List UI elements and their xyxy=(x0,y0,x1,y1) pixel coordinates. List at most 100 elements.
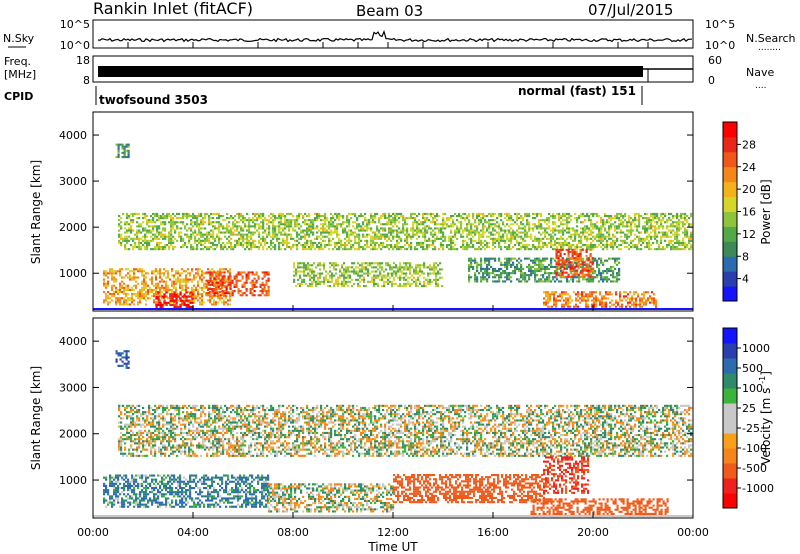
heatmap-cell xyxy=(333,264,336,267)
heatmap-cell xyxy=(684,229,687,232)
heatmap-cell xyxy=(634,217,637,220)
heatmap-cell xyxy=(682,241,685,244)
heatmap-cell xyxy=(181,272,184,275)
heatmap-cell xyxy=(315,282,318,285)
heatmap-cell xyxy=(320,215,323,218)
heatmap-cell xyxy=(502,239,505,242)
heatmap-cell xyxy=(440,241,443,244)
heatmap-cell xyxy=(438,227,441,230)
heatmap-cell xyxy=(558,274,561,277)
heatmap-cell xyxy=(614,239,617,242)
heatmap-cell xyxy=(288,212,291,215)
heatmap-cell xyxy=(506,259,509,262)
heatmap-cell xyxy=(158,241,161,244)
heatmap-cell xyxy=(179,278,182,281)
heatmap-cell xyxy=(170,219,173,222)
heatmap-cell xyxy=(478,241,481,244)
heatmap-cell xyxy=(570,219,573,222)
heatmap-cell xyxy=(572,244,575,247)
heatmap-cell xyxy=(188,215,191,218)
heatmap-cell xyxy=(638,223,641,226)
heatmap-cell xyxy=(680,244,683,247)
heatmap-cell xyxy=(587,269,590,272)
heatmap-cell xyxy=(351,266,354,269)
heatmap-cell xyxy=(280,248,283,251)
heatmap-cell xyxy=(435,266,438,269)
heatmap-cell xyxy=(261,271,264,274)
heatmap-cell xyxy=(440,244,443,247)
heatmap-cell xyxy=(510,223,513,226)
heatmap-cell xyxy=(252,244,255,247)
heatmap-cell xyxy=(404,239,407,242)
heatmap-cell xyxy=(494,270,497,273)
heatmap-cell xyxy=(220,244,223,247)
heatmap-cell xyxy=(240,229,243,232)
heatmap-cell xyxy=(406,239,409,242)
heatmap-cell xyxy=(209,271,212,274)
heatmap-cell xyxy=(154,237,157,240)
heatmap-cell xyxy=(522,227,525,230)
heatmap-cell xyxy=(536,263,539,266)
heatmap-cell xyxy=(131,276,134,279)
heatmap-cell xyxy=(520,270,523,273)
heatmap-cell xyxy=(372,217,375,220)
heatmap-cell xyxy=(391,268,394,271)
heatmap-cell xyxy=(560,272,563,275)
heatmap-cell xyxy=(153,293,156,296)
heatmap-cell xyxy=(318,246,321,249)
heatmap-cell xyxy=(654,229,657,232)
heatmap-cell xyxy=(585,248,588,251)
heatmap-cell xyxy=(365,268,368,271)
heatmap-cell xyxy=(380,227,383,230)
heatmap-cell xyxy=(134,233,137,236)
heatmap-cell xyxy=(141,293,144,296)
heatmap-cell xyxy=(139,268,142,271)
heatmap-cell xyxy=(144,233,147,236)
heatmap-cell xyxy=(348,235,351,238)
heatmap-cell xyxy=(204,233,207,236)
heatmap-cell xyxy=(582,233,585,236)
heatmap-cell xyxy=(241,271,244,274)
heatmap-cell xyxy=(602,221,605,224)
heatmap-cell xyxy=(394,221,397,224)
heatmap-cell xyxy=(215,292,218,295)
heatmap-cell xyxy=(187,301,190,304)
heatmap-cell xyxy=(608,225,611,228)
heatmap-cell xyxy=(189,295,192,298)
heatmap-cell xyxy=(245,275,248,278)
heatmap-cell xyxy=(207,271,210,274)
heatmap-cell xyxy=(575,299,578,302)
heatmap-cell xyxy=(342,217,345,220)
heatmap-cell xyxy=(545,291,548,294)
heatmap-cell xyxy=(173,293,176,296)
heatmap-cell xyxy=(486,272,489,275)
heatmap-cell xyxy=(610,219,613,222)
heatmap-cell xyxy=(333,282,336,285)
heatmap-cell xyxy=(239,294,242,297)
heatmap-cell xyxy=(137,297,140,300)
heatmap-cell xyxy=(240,241,243,244)
heatmap-cell xyxy=(164,227,167,230)
heatmap-cell xyxy=(606,270,609,273)
heatmap-cell xyxy=(428,246,431,249)
heatmap-cell xyxy=(522,219,525,222)
heatmap-cell xyxy=(434,227,437,230)
heatmap-cell xyxy=(474,261,477,264)
heatmap-cell xyxy=(452,221,455,224)
heatmap-cell xyxy=(176,217,179,220)
heatmap-cell xyxy=(150,231,153,234)
heatmap-cell xyxy=(644,217,647,220)
heatmap-cell xyxy=(676,246,679,249)
heatmap-cell xyxy=(380,237,383,240)
heatmap-cell xyxy=(410,215,413,218)
heatmap-cell xyxy=(428,244,431,247)
heatmap-cell xyxy=(559,299,562,302)
heatmap-cell xyxy=(316,219,319,222)
heatmap-cell xyxy=(422,217,425,220)
heatmap-cell xyxy=(598,215,601,218)
heatmap-cell xyxy=(434,248,437,251)
heatmap-cell xyxy=(534,248,537,251)
heatmap-cell xyxy=(145,282,148,285)
heatmap-cell xyxy=(262,246,265,249)
heatmap-cell xyxy=(436,237,439,240)
